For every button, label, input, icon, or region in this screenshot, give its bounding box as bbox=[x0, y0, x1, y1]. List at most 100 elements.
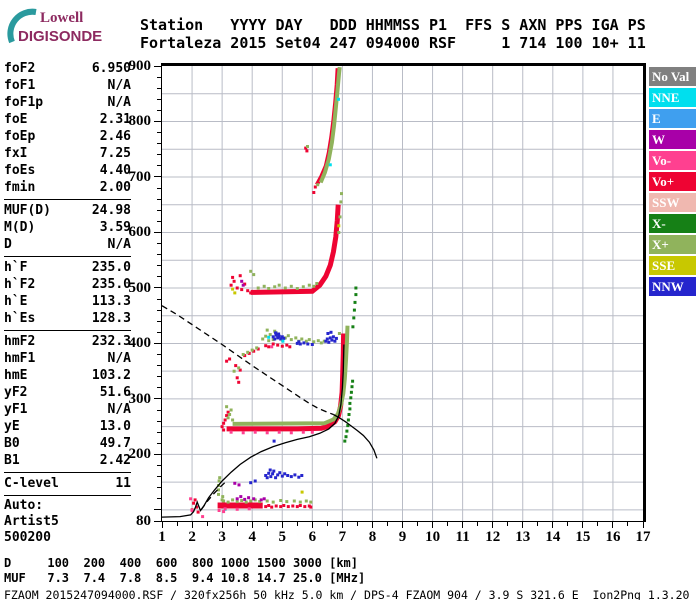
param-label: fxI bbox=[4, 146, 28, 161]
echo-point-w-purple bbox=[239, 495, 243, 499]
echo-point-nnw-blue bbox=[274, 476, 278, 480]
echo-point-vo-plus-red bbox=[225, 414, 229, 418]
param-value: 103.2 bbox=[91, 368, 131, 383]
echo-point-x-minus-darkgreen bbox=[352, 316, 356, 320]
param-value: 2.42 bbox=[99, 453, 131, 468]
header-values: Fortaleza 2015 Set04 247 094000 RSF 1 71… bbox=[140, 34, 646, 52]
echo-point-vo-plus-red bbox=[276, 343, 280, 347]
x-axis-tick bbox=[477, 522, 479, 526]
y-axis-tick bbox=[154, 287, 162, 289]
echo-point-nnw-blue bbox=[268, 468, 272, 472]
echo-point-vo-plus-red bbox=[267, 504, 271, 507]
legend-item-nnw: NNW bbox=[649, 277, 696, 296]
echo-point-x-plus-lightgreen bbox=[267, 287, 271, 290]
x-axis-tick bbox=[507, 522, 509, 526]
x-axis-tick-label: 14 bbox=[545, 529, 561, 545]
echo-point-x-plus-lightgreen bbox=[316, 339, 320, 343]
echo-point-vo-minus-pink bbox=[223, 507, 227, 511]
y-axis-tick-label: 400 bbox=[128, 335, 152, 352]
param-value: 2.46 bbox=[99, 129, 131, 144]
echo-point-vo-plus-red bbox=[309, 505, 313, 509]
x-axis-tick bbox=[251, 522, 253, 528]
param-value: 113.3 bbox=[91, 294, 131, 309]
echo-point-nnw-blue bbox=[331, 335, 335, 339]
y-axis-tick bbox=[154, 120, 162, 122]
param-row-d: D N/A bbox=[4, 236, 131, 253]
echo-point-x-plus-lightgreen bbox=[231, 498, 235, 502]
panel-divider bbox=[4, 495, 131, 496]
echo-point-vo-plus-red bbox=[313, 185, 317, 189]
param-label: hmE bbox=[4, 368, 28, 383]
y-axis-tick bbox=[157, 265, 162, 267]
param-row-foe: foE 2.31 bbox=[4, 111, 131, 128]
echo-point-vo-minus-pink bbox=[247, 507, 251, 511]
echo-point-nnw-blue bbox=[277, 334, 281, 338]
echo-point-nnw-blue bbox=[327, 340, 331, 344]
echo-point-x-plus-lightgreen bbox=[322, 339, 326, 343]
y-axis-tick-label: 900 bbox=[128, 58, 152, 74]
echo-point-vo-plus-red bbox=[295, 505, 299, 509]
param-value: N/A bbox=[107, 237, 131, 252]
y-axis-tick bbox=[157, 98, 162, 100]
echo-point-vo-plus-red bbox=[238, 274, 242, 278]
x-axis-tick-label: 11 bbox=[455, 529, 470, 545]
y-axis-tick bbox=[157, 109, 162, 111]
param-value: N/A bbox=[107, 402, 131, 417]
header-column-titles: Station YYYY DAY DDD HHMMSS P1 FFS S AXN… bbox=[140, 16, 646, 34]
echo-point-x-plus-lightgreen bbox=[217, 479, 221, 483]
echo-point-nnw-blue bbox=[298, 342, 302, 346]
param-label: foF1 bbox=[4, 78, 36, 93]
x-axis-tick bbox=[356, 522, 358, 526]
trace-F-trace-x-mode bbox=[232, 325, 350, 426]
y-axis-tick bbox=[157, 487, 162, 489]
param-row-fof1: foF1 N/A bbox=[4, 77, 131, 94]
echo-point-x-minus-darkgreen bbox=[346, 418, 350, 422]
logo-text-digisonde: DIGISONDE bbox=[18, 28, 103, 45]
echo-point-vo-plus-red bbox=[282, 504, 286, 507]
x-axis-tick bbox=[266, 522, 268, 526]
echo-point-vo-plus-red bbox=[222, 428, 226, 432]
param-label: C-level bbox=[4, 476, 59, 491]
echo-point-x-plus-lightgreen bbox=[337, 231, 341, 234]
echo-point-x-plus-lightgreen bbox=[337, 332, 341, 335]
x-axis-tick-label: 16 bbox=[605, 529, 621, 545]
param-row-he: h`E 113.3 bbox=[4, 293, 131, 310]
param-row-fxi: fxI 7.25 bbox=[4, 145, 131, 162]
muf-values-row: MUF 7.3 7.4 7.8 8.5 9.4 10.8 14.7 25.0 [… bbox=[4, 571, 366, 585]
echo-point-vo-minus-pink bbox=[241, 431, 245, 435]
echo-point-x-plus-lightgreen bbox=[307, 283, 311, 287]
echo-point-vo-plus-red bbox=[307, 504, 311, 508]
echo-point-x-plus-lightgreen bbox=[277, 283, 281, 287]
param-label: B1 bbox=[4, 453, 20, 468]
legend-item-sse: SSE bbox=[649, 256, 696, 275]
logo-text-lowell: Lowell bbox=[40, 10, 84, 26]
param-label: hmF1 bbox=[4, 351, 36, 366]
echo-point-x-plus-lightgreen bbox=[265, 499, 269, 503]
echo-point-nnw-blue bbox=[271, 472, 275, 476]
echo-point-x-plus-lightgreen bbox=[220, 498, 224, 502]
legend-item-nne: NNE bbox=[649, 88, 696, 107]
param-label: hmF2 bbox=[4, 334, 36, 349]
echo-point-w-purple bbox=[262, 497, 266, 501]
echo-point-vo-minus-pink bbox=[265, 431, 269, 435]
echo-point-x-plus-lightgreen bbox=[237, 366, 241, 370]
echo-point-vo-plus-red bbox=[303, 505, 307, 509]
echo-direction-legend: No Val NNE E W Vo- Vo+ SSW X- X+ SSE NNW bbox=[649, 67, 696, 298]
y-axis-tick bbox=[157, 254, 162, 256]
param-value: 13.0 bbox=[99, 419, 131, 434]
echo-point-x-minus-darkgreen bbox=[345, 429, 349, 433]
echo-point-vo-plus-red bbox=[285, 343, 289, 347]
echo-point-x-plus-lightgreen bbox=[240, 499, 244, 502]
param-value: 7.25 bbox=[99, 146, 131, 161]
echo-point-vo-plus-red bbox=[226, 410, 230, 414]
echo-point-vo-minus-pink bbox=[270, 345, 274, 349]
y-axis-tick bbox=[157, 376, 162, 378]
echo-point-x-plus-lightgreen bbox=[221, 495, 225, 499]
param-value: 49.7 bbox=[99, 436, 131, 451]
echo-point-x-minus-darkgreen bbox=[351, 325, 355, 329]
x-axis-tick bbox=[161, 522, 163, 528]
x-axis-tick bbox=[537, 522, 539, 526]
echo-point-x-plus-lightgreen bbox=[286, 334, 290, 338]
param-label: foE bbox=[4, 112, 28, 127]
y-axis-tick bbox=[157, 298, 162, 300]
